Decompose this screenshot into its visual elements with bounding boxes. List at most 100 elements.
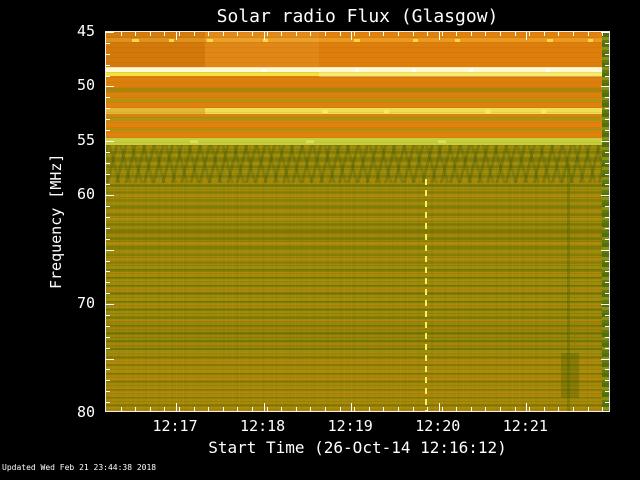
x-major-tick-top bbox=[351, 32, 353, 40]
spectrogram-band bbox=[106, 130, 609, 139]
y-minor-tick-left bbox=[106, 151, 110, 153]
y-minor-tick-right bbox=[605, 75, 609, 77]
x-minor-tick-bottom bbox=[324, 407, 326, 411]
y-major-tick-left bbox=[106, 140, 114, 142]
x-major-tick-bottom bbox=[263, 403, 265, 411]
spectrogram-band bbox=[106, 117, 609, 122]
x-minor-tick-top bbox=[178, 32, 180, 36]
spectrogram-patch bbox=[106, 223, 609, 243]
y-minor-tick-left bbox=[106, 119, 110, 121]
warm-stripe bbox=[106, 392, 609, 395]
x-minor-tick-top bbox=[310, 32, 312, 36]
x-tick-label: 12:18 bbox=[240, 417, 286, 435]
x-minor-tick-top bbox=[135, 32, 137, 36]
x-minor-tick-top bbox=[514, 32, 516, 36]
warm-stripe bbox=[106, 377, 609, 380]
x-minor-tick-bottom bbox=[222, 407, 224, 411]
x-minor-tick-top bbox=[354, 32, 356, 36]
warm-stripe bbox=[106, 209, 609, 212]
y-minor-tick-left bbox=[106, 238, 110, 240]
dark-stripe bbox=[106, 300, 609, 304]
dark-stripe bbox=[106, 308, 609, 311]
x-minor-tick-top bbox=[456, 32, 458, 36]
x-minor-tick-top bbox=[208, 32, 210, 36]
y-minor-tick-right bbox=[605, 282, 609, 284]
y-minor-tick-right bbox=[605, 293, 609, 295]
dark-stripe bbox=[106, 198, 609, 201]
plot-area bbox=[105, 31, 610, 412]
x-minor-tick-top bbox=[222, 32, 224, 36]
y-minor-tick-right bbox=[605, 227, 609, 229]
y-minor-tick-right bbox=[605, 42, 609, 44]
x-minor-tick-bottom bbox=[529, 407, 531, 411]
spectrogram-patch bbox=[106, 32, 206, 68]
y-minor-tick-left bbox=[106, 282, 110, 284]
x-minor-tick-bottom bbox=[266, 407, 268, 411]
signal-blip bbox=[261, 69, 266, 73]
x-minor-tick-top bbox=[164, 32, 166, 36]
warm-stripe bbox=[106, 359, 609, 362]
x-tick-label: 12:21 bbox=[502, 417, 548, 435]
x-minor-tick-top bbox=[193, 32, 195, 36]
y-minor-tick-right bbox=[605, 325, 609, 327]
warm-stripe bbox=[106, 287, 609, 290]
x-minor-tick-bottom bbox=[470, 407, 472, 411]
signal-blip bbox=[411, 69, 416, 73]
dark-stripe bbox=[106, 284, 609, 287]
x-minor-tick-top bbox=[266, 32, 268, 36]
spectrogram-band bbox=[106, 138, 609, 146]
x-minor-tick-top bbox=[383, 32, 385, 36]
signal-blip bbox=[455, 39, 461, 43]
dark-stripe bbox=[106, 404, 609, 407]
y-minor-tick-right bbox=[605, 238, 609, 240]
spectrogram-band bbox=[106, 76, 609, 89]
signal-blip bbox=[383, 109, 389, 113]
y-minor-tick-right bbox=[605, 391, 609, 393]
dark-stripe bbox=[106, 380, 609, 383]
y-major-tick-right bbox=[601, 249, 609, 251]
dark-stripe bbox=[106, 165, 609, 169]
y-major-tick-right bbox=[601, 358, 609, 360]
x-minor-tick-top bbox=[500, 32, 502, 36]
x-minor-tick-bottom bbox=[237, 407, 239, 411]
dark-stripe bbox=[106, 246, 609, 249]
spectrogram-band bbox=[106, 107, 609, 115]
y-minor-tick-right bbox=[605, 347, 609, 349]
spectrogram-patch bbox=[106, 356, 609, 411]
x-minor-tick-top bbox=[281, 32, 283, 36]
x-minor-tick-bottom bbox=[120, 407, 122, 411]
x-minor-tick-top bbox=[427, 32, 429, 36]
signal-blip bbox=[588, 39, 594, 43]
x-minor-tick-top bbox=[397, 32, 399, 36]
x-minor-tick-top bbox=[149, 32, 151, 36]
dark-stripe bbox=[106, 276, 609, 280]
signal-blip bbox=[437, 139, 446, 143]
signal-blip bbox=[546, 39, 553, 43]
y-major-tick-left bbox=[106, 249, 114, 251]
y-tick-label: 80 bbox=[76, 403, 95, 421]
warm-stripe bbox=[106, 320, 609, 323]
x-minor-tick-top bbox=[339, 32, 341, 36]
x-minor-tick-top bbox=[324, 32, 326, 36]
spectral-vline bbox=[424, 178, 427, 411]
dark-stripe bbox=[106, 340, 609, 343]
y-minor-tick-right bbox=[605, 336, 609, 338]
x-major-tick-top bbox=[438, 32, 440, 40]
y-minor-tick-left bbox=[106, 325, 110, 327]
y-major-tick-left bbox=[106, 86, 114, 88]
x-minor-tick-top bbox=[543, 32, 545, 36]
y-major-tick-left bbox=[106, 304, 114, 306]
signal-blip bbox=[189, 139, 198, 143]
x-minor-tick-top bbox=[368, 32, 370, 36]
x-minor-tick-bottom bbox=[339, 407, 341, 411]
spectrogram-band bbox=[106, 102, 609, 109]
x-minor-tick-bottom bbox=[412, 407, 414, 411]
y-major-tick-right bbox=[601, 140, 609, 142]
y-minor-tick-right bbox=[605, 260, 609, 262]
signal-blip bbox=[206, 39, 213, 43]
chart-title: Solar radio Flux (Glasgow) bbox=[216, 6, 499, 27]
x-minor-tick-bottom bbox=[208, 407, 210, 411]
y-minor-tick-right bbox=[605, 64, 609, 66]
y-minor-tick-left bbox=[106, 336, 110, 338]
y-minor-tick-left bbox=[106, 293, 110, 295]
